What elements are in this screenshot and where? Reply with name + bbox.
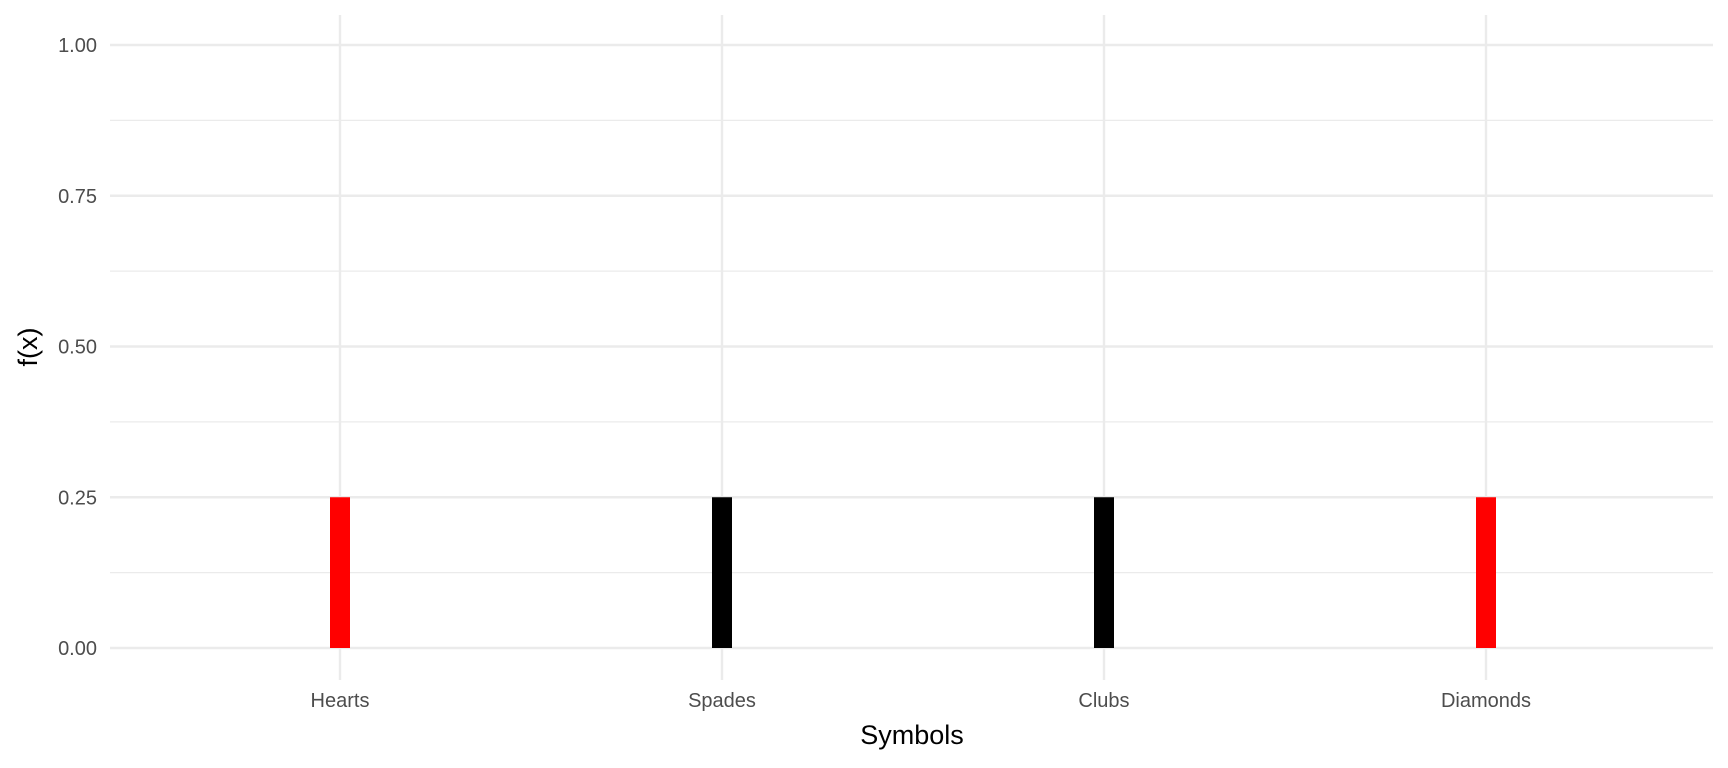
y-axis-tick-labels: 0.00 0.25 0.50 0.75 1.00 [58,35,97,660]
minor-gridlines [110,119,1713,574]
bar-spades [712,497,732,648]
x-tick-label: Clubs [1078,690,1129,712]
y-tick-label: 0.00 [58,638,97,660]
bar-clubs [1094,497,1114,648]
bars [330,497,1496,648]
y-tick-label: 0.75 [58,186,97,208]
x-tick-label: Diamonds [1441,690,1531,712]
bar-hearts [330,497,350,648]
x-tick-label: Spades [688,690,756,712]
x-tick-label: Hearts [311,690,370,712]
x-axis-tick-labels: Hearts Spades Clubs Diamonds [311,690,1531,712]
y-tick-label: 1.00 [58,35,97,57]
y-axis-title: f(x) [13,328,43,367]
bar-diamonds [1476,497,1496,648]
y-tick-label: 0.50 [58,337,97,359]
y-tick-label: 0.25 [58,487,97,509]
x-axis-title: Symbols [860,720,964,750]
major-gridlines [110,15,1713,680]
